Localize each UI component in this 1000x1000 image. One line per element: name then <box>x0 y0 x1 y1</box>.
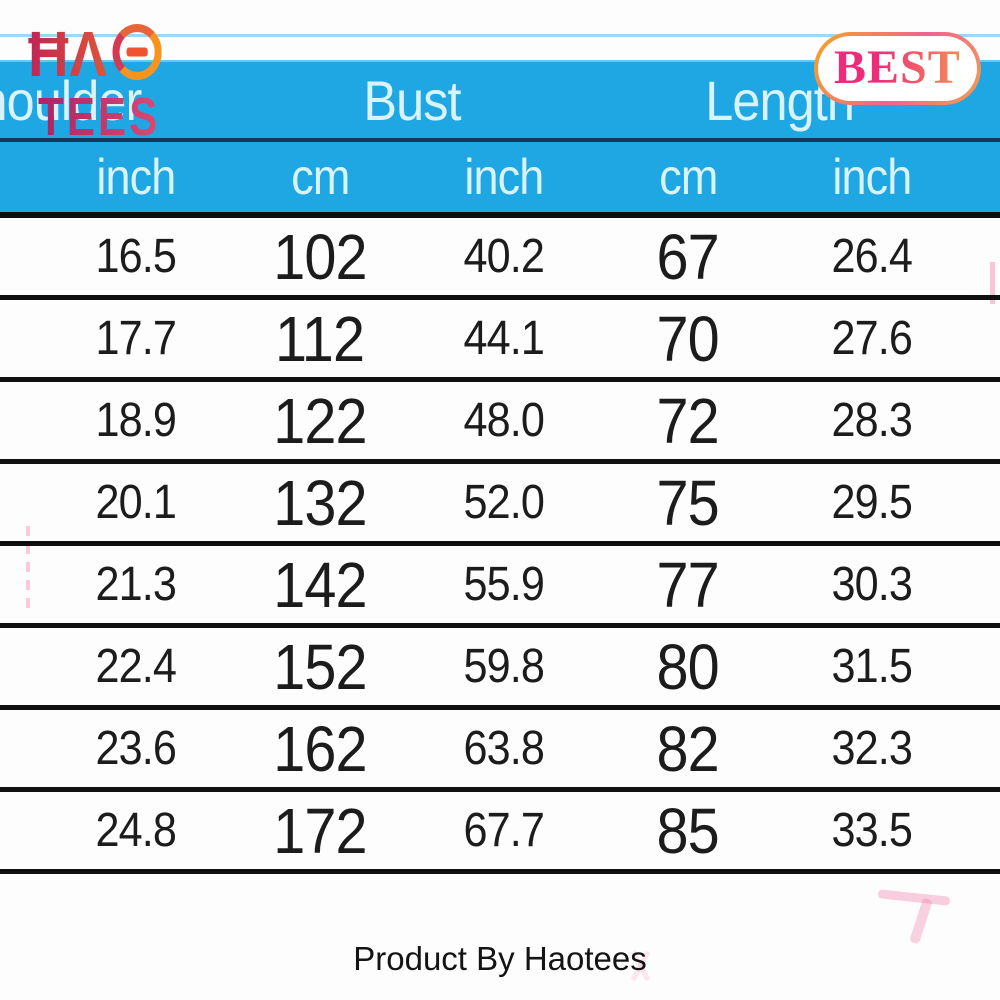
best-badge-inner: BEST <box>818 36 977 101</box>
table-cell: 80 <box>596 628 780 710</box>
table-cell <box>964 300 1000 382</box>
watermark-stroke-icon <box>26 526 30 610</box>
table-cell: 55.9 <box>412 546 596 628</box>
table-cell: 24.8 <box>44 792 228 874</box>
table-cell: 72 <box>596 382 780 464</box>
table-cell: 20.1 <box>44 464 228 546</box>
table-cell: 31.5 <box>780 628 964 710</box>
table-cell <box>0 382 44 464</box>
table-cell <box>964 218 1000 300</box>
table-cell <box>964 792 1000 874</box>
table-cell: 172 <box>228 792 412 874</box>
table-row: 24.8 172 67.7 85 33.5 <box>0 792 1000 874</box>
footer-credit-text: Product By Haotees <box>353 940 647 977</box>
unit-header-inch-1: inch <box>44 142 228 218</box>
table-cell: 52.0 <box>412 464 596 546</box>
group-header-bust: Bust <box>228 60 596 142</box>
table-cell: 67.7 <box>412 792 596 874</box>
best-badge-label: BEST <box>834 41 961 94</box>
table-row: 16.5 102 40.2 67 26.4 <box>0 218 1000 300</box>
table-cell: 112 <box>228 300 412 382</box>
table-cell <box>0 710 44 792</box>
table-cell: 162 <box>228 710 412 792</box>
table-cell: 32.3 <box>780 710 964 792</box>
table-cell: 48.0 <box>412 382 596 464</box>
table-cell: 29.5 <box>780 464 964 546</box>
table-cell: 59.8 <box>412 628 596 710</box>
table-cell <box>0 464 44 546</box>
table-cell: 27.6 <box>780 300 964 382</box>
table-cell <box>0 300 44 382</box>
table-cell <box>0 546 44 628</box>
table-cell: 33.5 <box>780 792 964 874</box>
table-row: 17.7 112 44.1 70 27.6 <box>0 300 1000 382</box>
haotees-logo: ĦΛ TEES <box>28 22 195 144</box>
unit-header-cm-0: cm <box>0 142 44 218</box>
table-cell: 132 <box>228 464 412 546</box>
table-cell: 63.8 <box>412 710 596 792</box>
table-cell: 122 <box>228 382 412 464</box>
watermark-stroke-icon <box>909 897 933 945</box>
table-cell: 23.6 <box>44 710 228 792</box>
table-row: 21.3 142 55.9 77 30.3 <box>0 546 1000 628</box>
table-cell: 44.1 <box>412 300 596 382</box>
table-unit-header-row: cminchcminchcminch <box>0 142 1000 218</box>
table-cell <box>0 218 44 300</box>
watermark-stroke-icon <box>877 889 951 906</box>
table-row: 20.1 132 52.0 75 29.5 <box>0 464 1000 546</box>
unit-header-cm-2: cm <box>228 142 412 218</box>
table-cell: 28.3 <box>780 382 964 464</box>
table-cell: 26.4 <box>780 218 964 300</box>
table-cell <box>0 628 44 710</box>
size-table: Shoulder Bust Length cminchcminchcminch … <box>0 60 1000 874</box>
table-cell: 18.9 <box>44 382 228 464</box>
logo-line1: ĦΛ <box>28 22 175 86</box>
unit-header-inch-3: inch <box>412 142 596 218</box>
table-cell <box>964 382 1000 464</box>
table-cell: 67 <box>596 218 780 300</box>
table-cell: 77 <box>596 546 780 628</box>
table-cell <box>964 710 1000 792</box>
unit-header-inch-5: inch <box>780 142 964 218</box>
best-badge: BEST <box>814 32 981 105</box>
theta-ring-icon <box>112 24 162 80</box>
table-group-header-row: Shoulder Bust Length <box>0 60 1000 142</box>
table-cell: 30.3 <box>780 546 964 628</box>
table-cell <box>0 792 44 874</box>
table-cell: 102 <box>228 218 412 300</box>
table-cell <box>964 628 1000 710</box>
table-cell: 21.3 <box>44 546 228 628</box>
table-cell: 75 <box>596 464 780 546</box>
group-header-shoulder: Shoulder <box>0 60 228 142</box>
table-row: 18.9 122 48.0 72 28.3 <box>0 382 1000 464</box>
table-cell: 17.7 <box>44 300 228 382</box>
table-cell: 142 <box>228 546 412 628</box>
table-cell <box>964 546 1000 628</box>
unit-header-empty <box>964 142 1000 218</box>
watermark-stroke-icon <box>990 262 995 304</box>
table-row: 23.6 162 63.8 82 32.3 <box>0 710 1000 792</box>
table-cell: 16.5 <box>44 218 228 300</box>
table-top-border-line <box>0 34 1000 37</box>
table-cell: 40.2 <box>412 218 596 300</box>
unit-header-cm-4: cm <box>596 142 780 218</box>
table-cell: 85 <box>596 792 780 874</box>
size-table-body: 16.5 102 40.2 67 26.4 17.7 112 44.1 70 27.6 18.9 12… <box>0 218 1000 874</box>
table-cell <box>964 464 1000 546</box>
table-cell: 82 <box>596 710 780 792</box>
logo-letters-tees: TEES <box>38 87 161 147</box>
table-cell: 70 <box>596 300 780 382</box>
table-cell: 152 <box>228 628 412 710</box>
logo-letters-hao: ĦΛ <box>28 18 108 90</box>
table-row: 22.4 152 59.8 80 31.5 <box>0 628 1000 710</box>
table-cell: 22.4 <box>44 628 228 710</box>
